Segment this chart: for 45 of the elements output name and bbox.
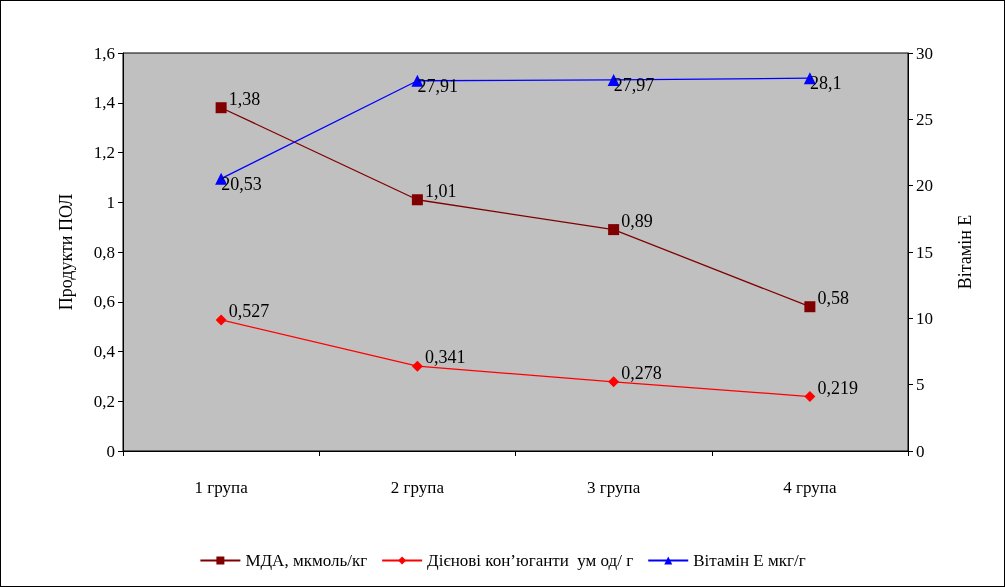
y2-tick-label: 20	[916, 176, 933, 196]
data-label: 0,341	[424, 347, 466, 368]
data-label: 0,58	[817, 287, 849, 308]
data-label: 0,89	[621, 210, 653, 231]
legend-label: МДА, мкмоль/кг	[245, 551, 368, 570]
x-tick-label: 2 група	[390, 478, 445, 497]
point	[411, 194, 423, 206]
y-tick-label: 0,2	[93, 391, 115, 411]
y-tick-label: 1,4	[93, 93, 116, 113]
point	[215, 102, 227, 114]
data-label: 20,53	[221, 173, 262, 194]
data-label: 28,1	[809, 73, 842, 94]
y-tick-label: 0	[106, 441, 115, 461]
point	[411, 360, 423, 372]
point	[215, 314, 227, 326]
y2-tick-label: 5	[916, 375, 925, 395]
y-tick-label: 0,4	[93, 342, 116, 361]
point	[804, 301, 816, 313]
y2-tick-label: 10	[916, 308, 933, 328]
y2-tick-label: 25	[916, 109, 933, 129]
y-tick-label: 1,2	[93, 143, 115, 162]
point	[608, 376, 620, 388]
y2-tick-label: 30	[916, 43, 933, 63]
y2-tick-label: 0	[916, 441, 925, 461]
y-axis-title: Продукти ПОЛ	[56, 193, 76, 311]
data-label: 0,527	[228, 300, 270, 321]
data-label: 1,01	[424, 180, 457, 201]
point	[608, 224, 620, 236]
data-label: 1,38	[228, 88, 261, 109]
data-label: 27,91	[417, 75, 458, 96]
point	[804, 391, 816, 403]
y-tick-label: 1	[106, 192, 115, 212]
data-label: 27,97	[613, 74, 655, 95]
x-tick-label: 4 група	[783, 478, 837, 497]
data-label: 0,219	[817, 377, 858, 398]
y-tick-label: 0,6	[93, 292, 115, 312]
legend-label: Дієнові кон’юганти ум од/ г	[427, 551, 634, 570]
y-tick-label: 0,8	[93, 242, 115, 262]
y2-axis-title: Вітамін Е	[955, 214, 975, 290]
x-tick-label: 3 група	[587, 478, 641, 497]
data-label: 0,278	[621, 362, 662, 383]
x-tick-label: 1 група	[194, 478, 249, 497]
y-tick-label: 1,6	[93, 43, 115, 63]
y2-tick-label: 15	[916, 242, 933, 262]
legend-label: Вітамін Е мкг/г	[693, 551, 806, 570]
